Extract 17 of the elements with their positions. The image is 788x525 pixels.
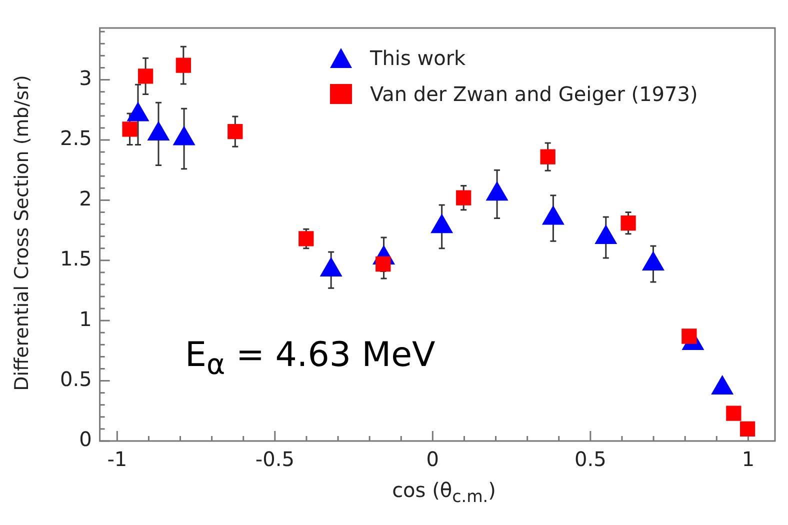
y-tick-label: 2 [79, 186, 92, 210]
y-tick-label: 1 [79, 306, 92, 331]
x-tick-label: -0.5 [255, 447, 294, 472]
x-tick-label: -1 [107, 447, 128, 472]
y-tick-label: 2.5 [60, 126, 92, 150]
y-tick-label: 3 [79, 66, 92, 90]
x-tick-label: 0 [426, 447, 440, 472]
y-tick-label: 0 [79, 427, 92, 452]
y-tick-label: 1.5 [60, 246, 92, 271]
legend-label: Van der Zwan and Geiger (1973) [370, 82, 698, 106]
x-tick-label: 1 [742, 447, 755, 472]
x-axis-title: cos (θ$_{c.m.}$) [391, 478, 497, 506]
legend-label: This work [370, 46, 466, 70]
y-tick-label: 0.5 [60, 367, 92, 391]
x-tick-label: 0.5 [574, 447, 606, 472]
y-axis-title: Differential Cross Section (mb/sr) [11, 74, 33, 393]
annotation: E$_{α}$ = 4.63 MeV [185, 335, 436, 381]
